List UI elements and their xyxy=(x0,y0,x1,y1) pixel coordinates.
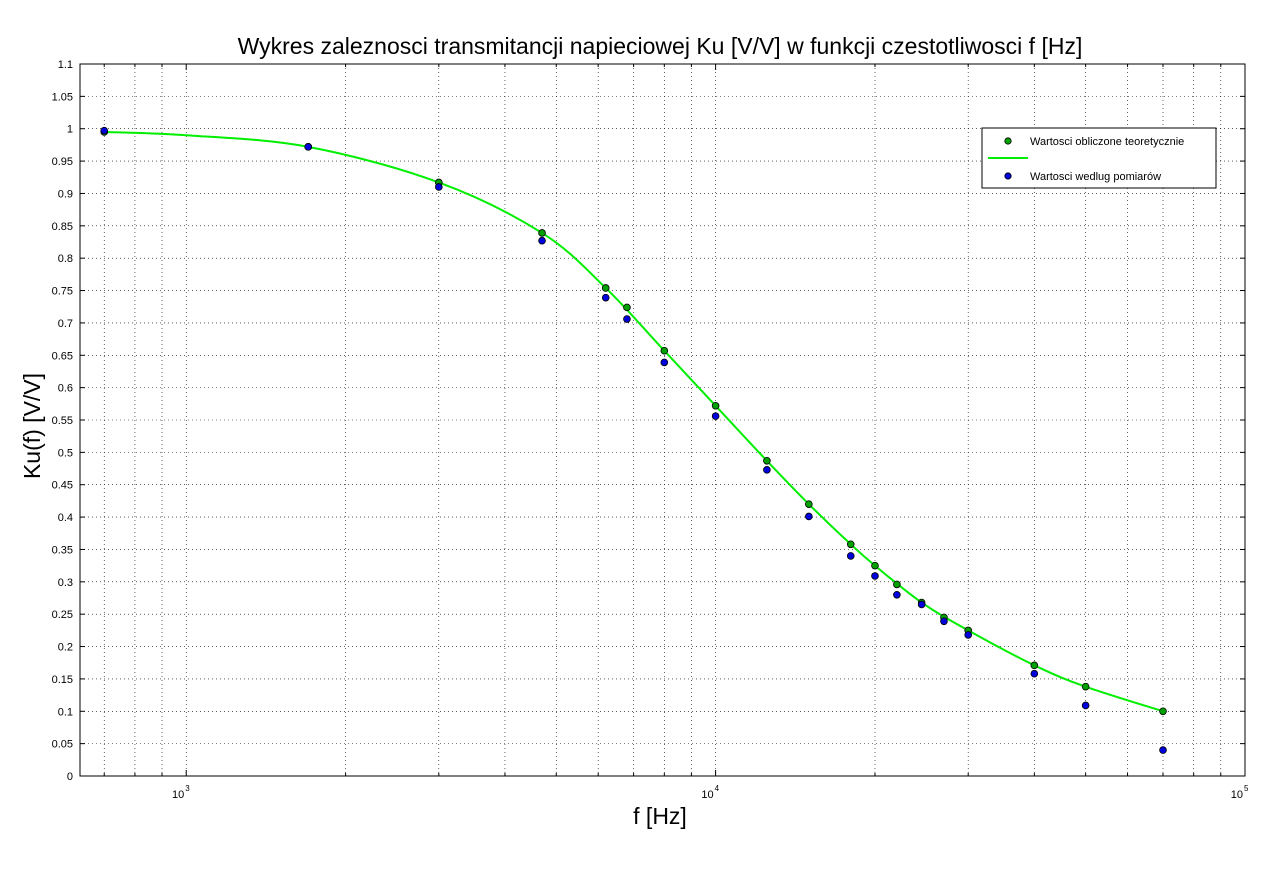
y-tick-label: 1 xyxy=(67,124,73,136)
y-axis-label: Ku(f) [V/V] xyxy=(19,373,45,479)
series-line-fit xyxy=(104,130,1164,713)
y-tick-labels: 0 0.05 0.1 0.15 0.2 0.25 0.3 0.35 0.4 0.45 0.5 0.55… xyxy=(52,59,73,783)
point-measured xyxy=(660,358,669,367)
point-theoretical xyxy=(1159,707,1167,716)
x-tick-exponent: 4 xyxy=(715,784,720,793)
y-tick-label: 0.6 xyxy=(58,383,73,395)
legend-marker-theoretical xyxy=(1004,137,1012,145)
point-theoretical xyxy=(805,500,813,508)
point-measured xyxy=(1159,746,1167,754)
x-tick-base: 10 xyxy=(701,789,713,801)
point-measured xyxy=(538,236,546,245)
y-tick-label: 1.1 xyxy=(58,59,73,71)
point-theoretical xyxy=(871,561,879,570)
y-tick-label: 0.05 xyxy=(52,739,73,751)
y-tick-label: 0.9 xyxy=(58,188,73,200)
y-tick-label: 0.2 xyxy=(58,642,73,654)
point-theoretical xyxy=(711,401,720,410)
point-measured xyxy=(893,590,901,599)
y-tick-label: 0.5 xyxy=(58,447,73,459)
point-theoretical xyxy=(1081,682,1090,691)
point-theoretical xyxy=(623,303,631,312)
point-measured xyxy=(917,600,926,609)
chart-title: Wykres zaleznosci transmitancji napiecio… xyxy=(238,33,1083,59)
legend: Wartosci obliczone teoretycznie Wartosci… xyxy=(981,127,1217,189)
point-measured xyxy=(711,412,720,420)
point-measured xyxy=(1081,701,1090,710)
point-measured xyxy=(805,512,813,521)
legend-label-theoretical: Wartosci obliczone teoretycznie xyxy=(1030,136,1184,148)
point-measured xyxy=(940,617,948,626)
y-tick-label: 0.7 xyxy=(58,318,73,330)
point-measured xyxy=(964,631,972,639)
point-measured xyxy=(601,293,610,302)
axes-frame xyxy=(79,63,1246,777)
x-tick-label: 104 xyxy=(701,784,719,801)
x-tick-exponent: 5 xyxy=(1244,784,1249,793)
legend-marker-measured xyxy=(1004,172,1012,180)
point-measured xyxy=(623,315,631,323)
y-tick-label: 0.15 xyxy=(52,674,73,686)
y-tick-label: 0.65 xyxy=(52,350,73,362)
y-tick-label: 0.75 xyxy=(52,286,73,298)
point-theoretical xyxy=(846,540,855,549)
y-tick-label: 0.1 xyxy=(58,706,73,718)
point-theoretical xyxy=(660,346,669,355)
x-tick-label: 105 xyxy=(1231,784,1249,801)
point-theoretical xyxy=(538,229,546,237)
point-measured xyxy=(304,143,313,151)
y-tick-label: 1.05 xyxy=(52,91,73,103)
point-measured xyxy=(871,572,879,580)
legend-label-measured: Wartosci wedlug pomiarów xyxy=(1030,171,1161,183)
y-tick-label: 0.85 xyxy=(52,221,73,233)
x-tick-exponent: 3 xyxy=(185,784,190,793)
x-axis-label: f [Hz] xyxy=(633,803,687,829)
y-tick-label: 0.25 xyxy=(52,609,73,621)
point-measured xyxy=(763,466,771,474)
x-tick-base: 10 xyxy=(172,789,184,801)
y-tick-label: 0.45 xyxy=(52,480,73,492)
y-tick-label: 0.55 xyxy=(52,415,73,427)
point-measured xyxy=(1030,669,1039,678)
x-tick-label: 103 xyxy=(172,784,190,801)
point-theoretical xyxy=(893,580,901,589)
point-measured xyxy=(435,183,443,191)
point-theoretical xyxy=(1030,661,1039,670)
point-measured xyxy=(100,126,109,135)
point-measured xyxy=(846,552,855,560)
y-tick-label: 0.3 xyxy=(58,577,73,589)
point-theoretical xyxy=(763,456,771,465)
y-tick-label: 0.4 xyxy=(58,512,73,524)
y-tick-label: 0.8 xyxy=(58,253,73,265)
y-tick-label: 0.95 xyxy=(52,156,73,168)
x-tick-base: 10 xyxy=(1231,789,1243,801)
series-layer xyxy=(100,126,1167,754)
y-tick-label: 0 xyxy=(67,771,73,783)
point-theoretical xyxy=(601,284,610,292)
y-tick-label: 0.35 xyxy=(52,544,73,556)
